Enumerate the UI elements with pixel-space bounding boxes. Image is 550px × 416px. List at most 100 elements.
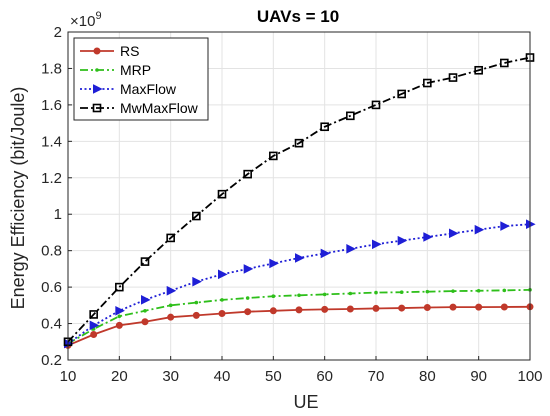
data-point	[115, 282, 124, 292]
data-point	[423, 232, 433, 242]
data-point	[451, 289, 455, 293]
legend-item: RS	[80, 43, 139, 59]
data-point	[371, 100, 381, 110]
data-point	[449, 303, 457, 311]
legend-marker	[95, 68, 99, 72]
data-point	[166, 233, 175, 243]
series-layer	[63, 53, 536, 349]
data-point	[320, 122, 329, 132]
data-point	[271, 294, 276, 299]
data-point	[140, 257, 150, 266]
x-tick-label: 70	[368, 368, 385, 385]
plot-frame	[67, 31, 531, 361]
data-point	[474, 224, 485, 235]
series-maxflow	[64, 219, 536, 349]
data-point	[449, 228, 459, 239]
chart-title: UAVs = 10	[257, 7, 339, 26]
y-tick-label: 1	[54, 206, 62, 223]
data-point	[475, 303, 483, 311]
data-point	[346, 305, 354, 313]
x-tick-label: 100	[517, 368, 542, 385]
data-point	[295, 306, 303, 314]
data-point	[397, 235, 408, 246]
y-tick-label: 1.2	[41, 170, 62, 187]
data-point	[243, 264, 254, 274]
y-tick-label: 1.6	[41, 97, 62, 114]
data-point	[374, 290, 378, 295]
legend-marker	[93, 47, 101, 55]
data-point	[295, 253, 305, 263]
data-point	[474, 65, 483, 75]
y-tick-label: 0.6	[41, 279, 62, 296]
data-point	[115, 321, 123, 329]
data-point	[346, 244, 356, 254]
data-point	[243, 169, 252, 179]
x-tick-label: 80	[419, 368, 436, 385]
data-point	[372, 239, 382, 250]
legend-item: MaxFlow	[80, 81, 177, 97]
data-point	[166, 285, 177, 296]
data-point	[322, 292, 327, 297]
y-tick-label: 0.4	[41, 316, 62, 333]
x-tick-label: 60	[316, 368, 333, 385]
x-tick-label: 40	[214, 368, 231, 385]
series-line	[67, 56, 531, 343]
data-point	[320, 248, 331, 259]
data-point	[117, 314, 122, 319]
data-point	[269, 307, 277, 315]
data-point	[348, 291, 353, 296]
y-tick-label: 2	[54, 24, 62, 41]
data-point	[397, 89, 406, 99]
y-axis-ticks: 0.2 0.4 0.6 0.8 1 1.2 1.4 1.6 1.8 2	[41, 24, 72, 369]
data-point	[372, 304, 380, 312]
y-exponent-label: ×109	[70, 10, 102, 30]
y-tick-label: 0.8	[41, 243, 62, 260]
data-point	[192, 311, 200, 319]
x-tick-label: 30	[162, 368, 179, 385]
data-point	[500, 221, 510, 231]
data-point	[167, 313, 175, 321]
x-tick-label: 90	[470, 368, 487, 385]
y-axis-label: Energy Efficiency (bit/Joule)	[8, 87, 28, 310]
legend-label: RS	[120, 43, 139, 59]
data-point	[220, 298, 224, 302]
data-point	[89, 310, 98, 319]
data-point	[297, 293, 301, 298]
data-point	[194, 300, 199, 305]
data-point	[476, 288, 481, 293]
data-point	[141, 295, 151, 305]
data-point	[192, 276, 202, 287]
legend-item: MwMaxFlow	[80, 100, 199, 116]
data-point	[500, 58, 509, 68]
y-multiplier: ×10	[70, 13, 95, 30]
data-point	[500, 303, 508, 311]
data-point	[141, 318, 149, 326]
legend-marker	[93, 84, 103, 94]
data-point	[89, 320, 100, 331]
legend-label: MRP	[120, 62, 151, 78]
svg-text:×109: ×109	[70, 10, 102, 30]
x-tick-label: 10	[60, 368, 77, 385]
y-tick-label: 0.2	[41, 352, 62, 369]
data-point	[269, 258, 279, 269]
data-point	[346, 111, 355, 121]
data-point	[425, 289, 430, 294]
data-point	[218, 269, 228, 280]
x-axis-label: UE	[293, 392, 318, 412]
data-point	[321, 305, 329, 313]
data-point	[245, 296, 250, 300]
y-tick-label: 1.8	[41, 60, 62, 77]
data-point	[423, 78, 432, 88]
x-tick-label: 20	[111, 368, 128, 385]
x-axis-ticks: 10 20 30 40 50 60 70 80 90 100	[60, 356, 543, 385]
y-tick-label: 1.4	[41, 133, 62, 150]
data-point	[90, 330, 98, 338]
legend: RS MRP MaxFlow MwMaxFlow	[73, 37, 209, 121]
legend-label: MwMaxFlow	[120, 100, 199, 116]
data-point	[115, 305, 125, 316]
legend-marker	[92, 103, 102, 113]
x-tick-label: 50	[265, 368, 282, 385]
legend-label: MaxFlow	[120, 81, 177, 97]
legend-item: MRP	[80, 62, 151, 78]
